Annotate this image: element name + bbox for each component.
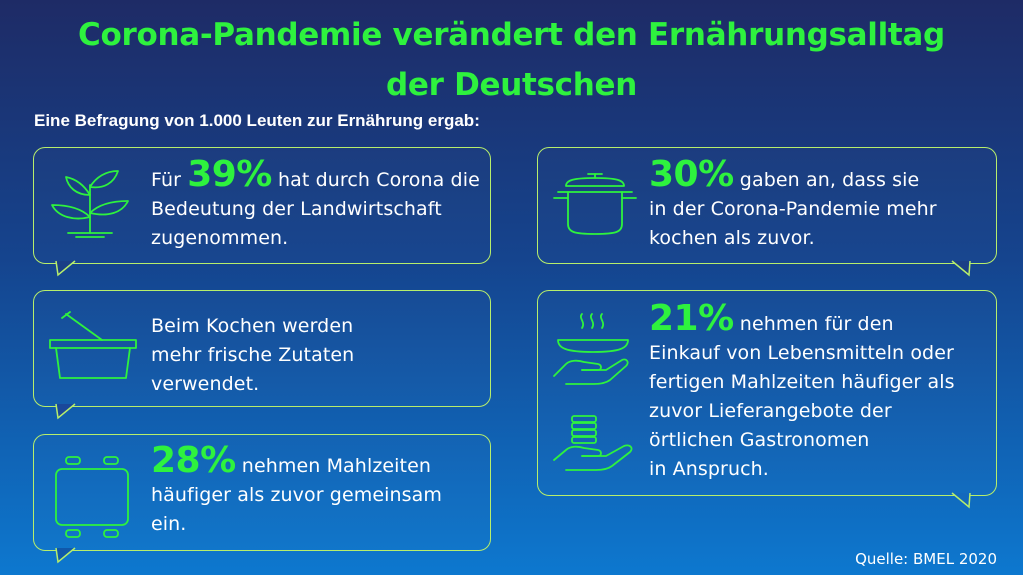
speech-tail [55, 547, 76, 564]
card-farming-text: Für 39% hat durch Corona die Bedeutung d… [151, 157, 480, 253]
text-line: nehmen Mahlzeiten [235, 455, 432, 477]
text-line: nehmen für den [733, 313, 894, 335]
card-farming [33, 147, 491, 264]
percent-value: 28% [151, 440, 236, 481]
text-line: hat durch Corona die [271, 169, 480, 191]
card-cooking [537, 147, 997, 264]
text-line: ein. [151, 513, 187, 535]
speech-tail [951, 492, 971, 509]
card-fresh-text: Beim Kochen werden mehr frische Zutaten … [151, 312, 354, 399]
plant-icon [51, 170, 129, 238]
text-line: Beim Kochen werden [151, 315, 354, 337]
text-line: gaben an, dass sie [733, 169, 920, 191]
percent-value: 21% [649, 298, 734, 339]
hand-serving-dish-icon [553, 313, 629, 385]
text-line: Einkauf von Lebensmitteln oder [649, 342, 954, 364]
text-line: häufiger als zuvor gemeinsam [151, 484, 443, 506]
text-line: in Anspruch. [649, 458, 769, 480]
dining-table-icon [55, 456, 129, 538]
text-line: verwendet. [151, 373, 260, 395]
text-line: zuvor Lieferangebote der [649, 400, 892, 422]
speech-tail [55, 260, 76, 277]
cooking-pot-icon [553, 173, 637, 235]
title-line-2: der Deutschen [385, 67, 638, 103]
speech-tail [951, 260, 971, 277]
source-label: Quelle: BMEL 2020 [855, 550, 997, 568]
text-line: in der Corona-Pandemie mehr [649, 198, 937, 220]
text-line: Bedeutung der Landwirtschaft [151, 198, 442, 220]
speech-tail [55, 403, 76, 420]
basket-icon [49, 311, 137, 379]
subtitle: Eine Befragung von 1.000 Leuten zur Ernä… [34, 111, 480, 130]
card-together [33, 434, 491, 551]
card-fresh [33, 290, 491, 407]
text-line: örtlichen Gastronomen [649, 429, 870, 451]
hand-money-icon [553, 415, 633, 471]
title-line-1: Corona-Pandemie verändert den Ernährungs… [78, 17, 945, 53]
card-delivery [537, 290, 997, 496]
card-delivery-text: 21% nehmen für den Einkauf von Lebensmit… [649, 301, 955, 484]
text-prefix: Für [151, 169, 188, 191]
card-cooking-text: 30% gaben an, dass sie in der Corona-Pan… [649, 157, 937, 253]
percent-value: 30% [649, 154, 734, 195]
card-together-text: 28% nehmen Mahlzeiten häufiger als zuvor… [151, 443, 443, 539]
text-line: kochen als zuvor. [649, 227, 815, 249]
page-title: Corona-Pandemie verändert den Ernährungs… [0, 10, 1023, 110]
text-line: mehr frische Zutaten [151, 344, 355, 366]
text-line: fertigen Mahlzeiten häufiger als [649, 371, 955, 393]
percent-value: 39% [187, 154, 272, 195]
text-line: zugenommen. [151, 227, 289, 249]
